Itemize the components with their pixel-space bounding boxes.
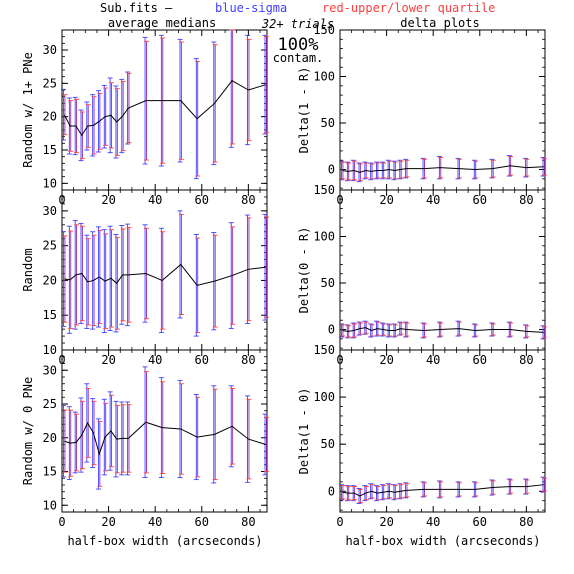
x-axis-label-left: half-box width (arcseconds)	[67, 534, 262, 548]
y-tick-label: 50	[321, 437, 335, 451]
right-title: delta plots	[400, 16, 479, 30]
x-tick-label: 80	[241, 515, 255, 529]
x-tick-label: 80	[519, 193, 533, 207]
y-tick-label: 20	[43, 273, 57, 287]
y-tick-label: 0	[328, 323, 335, 337]
x-tick-label: 0	[336, 515, 343, 529]
y-tick-label: 20	[43, 431, 57, 445]
x-tick-label: 40	[426, 353, 440, 367]
red-quartile-label: red-upper/lower quartile	[322, 1, 495, 15]
y-tick-label: 10	[43, 498, 57, 512]
y-tick-label: 30	[43, 363, 57, 377]
file-label: Sub.fits –	[100, 1, 173, 15]
y-tick-label: 50	[321, 276, 335, 290]
x-tick-label: 40	[148, 353, 162, 367]
y-axis-label: Delta(1 - R)	[297, 67, 311, 154]
y-axis-label: Delta(0 - R)	[297, 227, 311, 314]
y-tick-label: 150	[313, 183, 335, 197]
median-line	[342, 484, 544, 497]
median-line	[342, 327, 544, 333]
median-line	[63, 80, 266, 137]
x-tick-label: 60	[473, 515, 487, 529]
y-tick-label: 15	[43, 308, 57, 322]
y-tick-label: 10	[43, 343, 57, 357]
y-tick-label: 100	[313, 70, 335, 84]
y-axis-label: Random w/ 0 PNe	[21, 377, 35, 485]
median-line	[64, 421, 266, 456]
x-tick-label: 20	[379, 353, 393, 367]
plot-frame	[339, 349, 546, 513]
y-tick-label: 100	[313, 390, 335, 404]
contam-label: contam.	[273, 51, 324, 65]
y-tick-label: 25	[43, 76, 57, 90]
y-tick-label: 50	[321, 116, 335, 130]
x-tick-label: 20	[379, 193, 393, 207]
left-title: average medians	[108, 16, 216, 30]
y-tick-label: 20	[43, 110, 57, 124]
x-tick-label: 40	[426, 515, 440, 529]
y-tick-label: 0	[328, 163, 335, 177]
x-tick-label: 80	[519, 353, 533, 367]
x-tick-label: 80	[241, 353, 255, 367]
x-axis-label-right: half-box width (arcseconds)	[345, 534, 540, 548]
x-tick-label: 20	[101, 515, 115, 529]
x-tick-label: 60	[195, 515, 209, 529]
x-tick-label: 60	[195, 193, 209, 207]
blue-sigma-label: blue-sigma	[215, 1, 287, 15]
y-tick-label: 25	[43, 239, 57, 253]
x-tick-label: 60	[473, 353, 487, 367]
panel-5: 0 20 40 60 80 10 15 20 25 30 Random w/ 0 PNe	[21, 349, 269, 529]
y-tick-label: 30	[43, 204, 57, 218]
x-tick-label: 80	[241, 193, 255, 207]
x-tick-label: 60	[473, 193, 487, 207]
y-tick-label: 15	[43, 143, 57, 157]
x-tick-label: 40	[148, 193, 162, 207]
x-tick-label: 20	[379, 515, 393, 529]
y-tick-label: 30	[43, 43, 57, 57]
y-axis-label: Delta(1 - 0)	[297, 388, 311, 475]
contam-percent: 100%	[278, 35, 319, 55]
y-tick-label: 100	[313, 230, 335, 244]
median-line	[64, 263, 266, 286]
y-tick-label: 150	[313, 23, 335, 37]
median-line	[342, 165, 544, 173]
y-axis-label: Random w/ 1+ PNe	[21, 52, 35, 168]
x-tick-label: 20	[101, 193, 115, 207]
x-tick-label: 20	[101, 353, 115, 367]
trials-label: 32+ trials	[261, 17, 334, 31]
x-tick-label: 40	[148, 515, 162, 529]
y-tick-label: 0	[328, 484, 335, 498]
y-tick-label: 150	[313, 343, 335, 357]
x-tick-label: 60	[195, 353, 209, 367]
panel-6: 0 20 40 60 80 0 50 100 150 Delta(1 - 0)	[297, 343, 547, 529]
x-tick-label: 80	[519, 515, 533, 529]
x-tick-label: 0	[58, 515, 65, 529]
x-tick-label: 40	[426, 193, 440, 207]
y-axis-label: Random	[21, 248, 35, 291]
y-tick-label: 15	[43, 465, 57, 479]
y-tick-label: 10	[43, 176, 57, 190]
y-tick-label: 25	[43, 397, 57, 411]
